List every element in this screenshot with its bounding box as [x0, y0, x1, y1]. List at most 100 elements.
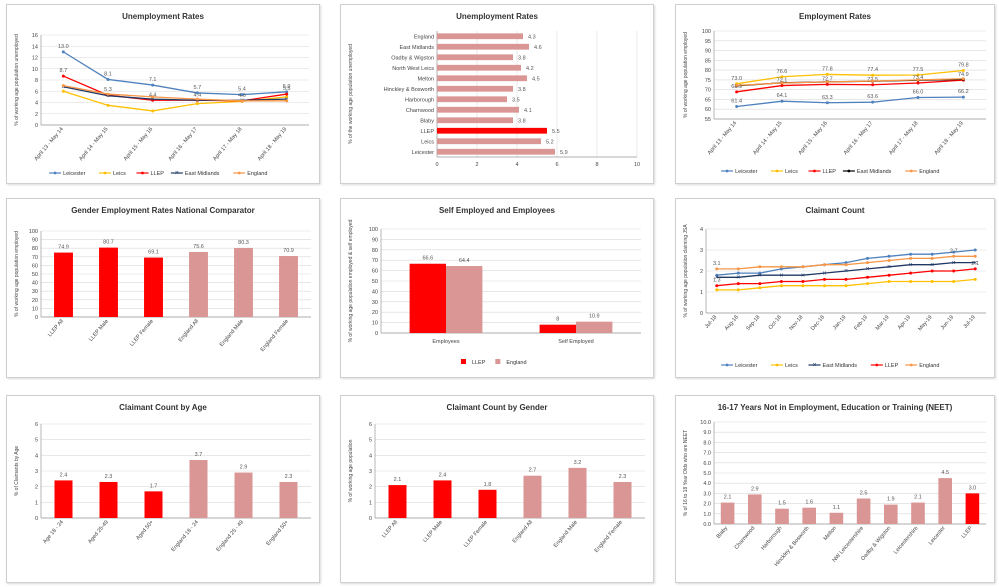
bar-oadby-wigston — [437, 54, 513, 61]
point-leicester — [780, 99, 784, 103]
x-tick-label: LLEP Male — [422, 519, 444, 543]
data-label-england-all: 2.7 — [529, 468, 537, 474]
data-label-england-all: 75.6 — [193, 244, 204, 250]
y-tick-label: 2 — [369, 485, 372, 491]
y-tick-label: 3 — [35, 469, 38, 475]
y-tick-label: 100 — [369, 227, 378, 233]
data-label-llep: 1.3 — [713, 278, 721, 284]
y-tick-label: 0 — [369, 516, 372, 522]
data-label-leics: 73.0 — [731, 76, 742, 82]
point-east-midlands: × — [973, 260, 977, 267]
x-tick-label: LLEP All — [381, 519, 399, 539]
data-label-leicester: 64.1 — [777, 93, 788, 99]
legend-entry-llep: LLEP — [472, 360, 486, 366]
point-llep — [801, 280, 805, 283]
y-tick-label: 100 — [29, 229, 38, 235]
y-tick-label: 6 — [369, 422, 372, 428]
point-east-midlands: × — [801, 272, 805, 279]
bar-aged-25-49 — [99, 481, 118, 518]
bar-nw-leicestershire — [856, 498, 871, 524]
y-tick-label: 8.0 — [703, 440, 711, 446]
point-england — [973, 254, 977, 258]
data-label-llep: 73.4 — [913, 75, 924, 81]
point-leicester — [871, 100, 875, 104]
bar-llep-all — [54, 252, 73, 317]
point-england — [801, 265, 805, 269]
point-east-midlands: × — [736, 275, 740, 282]
series-line-leics — [736, 69, 964, 85]
data-label-leicester: 66.2 — [958, 89, 969, 95]
y-tick-label: 20 — [372, 310, 378, 316]
y-tick-label: 2 — [35, 112, 38, 118]
y-tick-label: 14 — [32, 44, 38, 50]
data-label-blaby: 2.1 — [724, 495, 732, 501]
y-tick-label: Charnwood — [406, 108, 434, 114]
chart-claimant-age: Claimant Count by Age % of Claimants by A… — [14, 403, 311, 553]
bar-england-18-24 — [189, 460, 208, 518]
point-leicester — [735, 104, 739, 108]
y-tick-label: 0 — [35, 123, 38, 129]
panel-employment-rates: Employment Rates % of working age populat… — [675, 4, 995, 184]
y-tick-label: 10 — [32, 67, 38, 73]
point-leicester — [779, 267, 783, 271]
x-tick-label: 10 — [634, 162, 640, 168]
data-label-hinckley-bosworth: 1.6 — [805, 500, 813, 506]
y-tick-label: 40 — [32, 281, 38, 287]
bar-england-50 — [279, 481, 298, 518]
data-label-llep-male: 80.7 — [103, 240, 114, 246]
data-label-aged-50: 1.7 — [150, 483, 158, 489]
bar-england-all — [189, 251, 208, 317]
x-tick-label: April 18 - May 19 — [257, 126, 288, 162]
y-tick-label: 5 — [369, 438, 372, 444]
x-tick-label: Oadby & Wigston — [860, 525, 892, 562]
x-tick-label: LLEP — [961, 525, 974, 539]
y-tick-label: 60 — [372, 269, 378, 275]
series-line-england — [736, 78, 964, 87]
y-tick-label: 16 — [32, 33, 38, 39]
x-tick-label: Mar-19 — [875, 314, 891, 331]
data-label-llep-female: 69.1 — [148, 250, 159, 256]
y-tick-label: 4 — [35, 101, 38, 107]
x-tick-label: Feb-19 — [853, 314, 869, 331]
data-label-charnwood: 2.9 — [751, 486, 759, 492]
data-label-hinckley-bosworth: 3.8 — [518, 87, 526, 93]
point-england — [715, 267, 719, 271]
y-tick-label: 2 — [700, 269, 703, 275]
legend-entry-leicester: Leicester — [735, 363, 757, 369]
data-label-llep: 4.4 — [194, 92, 202, 98]
bar-llep-female — [478, 489, 497, 518]
bar-blaby — [437, 117, 513, 124]
y-tick-label: 10 — [372, 321, 378, 327]
data-label-leicester: 4.5 — [941, 470, 949, 476]
y-tick-label: 95 — [705, 39, 711, 45]
y-tick-label: 4 — [369, 453, 372, 459]
point-llep — [887, 273, 891, 277]
x-tick-label: Charnwood — [734, 525, 757, 550]
data-label-oadby-wigston: 1.9 — [887, 497, 895, 503]
y-tick-label: Blaby — [420, 118, 434, 124]
chart-title: Unemployment Rates — [456, 12, 538, 21]
point-llep — [909, 271, 913, 275]
data-label-leics: 77.4 — [867, 67, 878, 73]
point-leicester — [106, 77, 110, 81]
point-east-midlands: × — [930, 262, 934, 269]
legend-marker-llep — [813, 169, 816, 173]
point-leics — [715, 288, 719, 292]
point-leics — [952, 280, 956, 283]
data-label-melton: 4.5 — [532, 76, 540, 82]
data-label-llep-female: 1.8 — [484, 482, 492, 488]
y-tick-label: 3 — [369, 469, 372, 475]
point-leicester — [961, 95, 965, 99]
x-tick-label: Jul-19 — [963, 314, 977, 329]
bar-hinckley-bosworth — [802, 507, 816, 524]
bar-hinckley-bosworth — [437, 85, 513, 92]
point-leics — [961, 69, 965, 73]
data-label-llep-male: 2.4 — [439, 472, 447, 478]
point-leicester — [866, 256, 870, 260]
bar-melton — [829, 512, 844, 524]
y-tick-label: 40 — [372, 289, 378, 295]
chart-title: Unemployment Rates — [122, 12, 204, 21]
chart-employment-rates: Employment Rates % of working age populat… — [683, 12, 986, 175]
y-tick-label: 20 — [32, 298, 38, 304]
data-label-england: 2.7 — [950, 248, 958, 254]
